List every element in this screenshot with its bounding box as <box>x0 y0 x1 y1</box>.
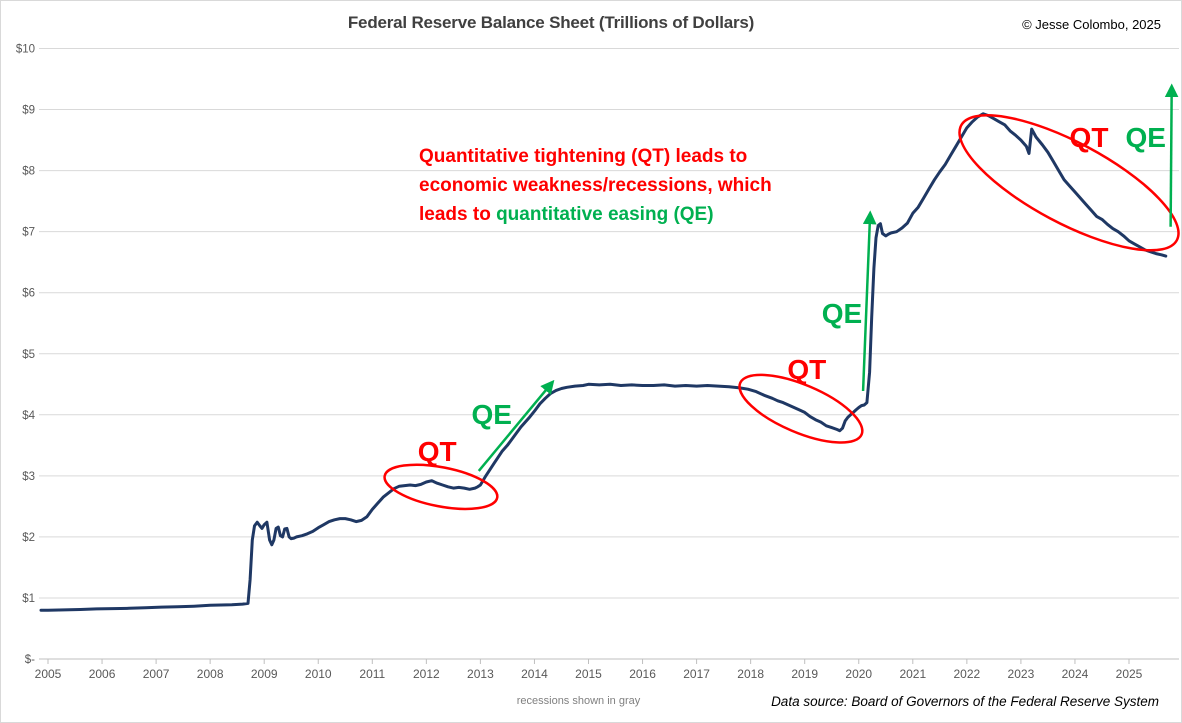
annotation-line-1: Quantitative tightening (QT) leads to <box>419 146 748 167</box>
x-axis-label-2021: 2021 <box>899 667 926 681</box>
x-axis-label-2007: 2007 <box>143 667 170 681</box>
x-axis-label-2005: 2005 <box>35 667 62 681</box>
qt-label-3: QT <box>1070 122 1109 153</box>
x-axis-label-2008: 2008 <box>197 667 224 681</box>
y-axis-label-5: $5 <box>22 349 35 361</box>
qe-arrow-1 <box>477 379 555 472</box>
x-axis-label-2010: 2010 <box>305 667 332 681</box>
qe-arrow-3 <box>1164 83 1179 227</box>
x-axis-label-2025: 2025 <box>1116 667 1143 681</box>
data-source-note: Data source: Board of Governors of the F… <box>771 694 1159 709</box>
y-axis-label-6: $6 <box>22 288 35 300</box>
x-axis-label-2023: 2023 <box>1008 667 1035 681</box>
x-axis-label-2006: 2006 <box>89 667 116 681</box>
annotation-line-2: economic weakness/recessions, which <box>419 175 772 196</box>
qt-label-2: QT <box>787 354 826 385</box>
y-axis-label-10: $10 <box>16 44 35 56</box>
y-axis-label-7: $7 <box>22 227 35 239</box>
x-axis-label-2024: 2024 <box>1062 667 1089 681</box>
qt-qe-annotation-text: Quantitative tightening (QT) leads to ec… <box>419 142 772 229</box>
x-axis-label-2012: 2012 <box>413 667 440 681</box>
y-axis-label-2: $2 <box>22 532 35 544</box>
chart-title: Federal Reserve Balance Sheet (Trillions… <box>347 13 755 32</box>
fed-balance-sheet-series <box>39 112 1168 612</box>
copyright-note: © Jesse Colombo, 2025 <box>1022 17 1161 32</box>
annotation-line-3-green: quantitative easing (QE) <box>496 204 714 225</box>
qe-label-2: QE <box>822 298 862 329</box>
y-axis-label-9: $9 <box>22 105 35 117</box>
x-axis-label-2014: 2014 <box>521 667 548 681</box>
x-axis-label-2016: 2016 <box>629 667 656 681</box>
x-axis-label-2009: 2009 <box>251 667 278 681</box>
qt-ellipse-3 <box>958 114 1180 252</box>
y-axis-label-8: $8 <box>22 166 35 178</box>
y-axis-label-4: $4 <box>22 410 35 422</box>
qe-label-1: QE <box>472 399 512 430</box>
x-axis-label-2013: 2013 <box>467 667 494 681</box>
qe-arrow-2 <box>861 210 877 392</box>
qt-ellipse-1 <box>383 463 499 511</box>
x-axis-label-2020: 2020 <box>845 667 872 681</box>
x-axis-label-2011: 2011 <box>359 667 385 681</box>
x-axis-label-2015: 2015 <box>575 667 602 681</box>
y-axis-label-1: $1 <box>22 593 35 605</box>
x-axis-label-2019: 2019 <box>791 667 818 681</box>
qt-ellipse-2 <box>738 373 864 444</box>
recessions-note: recessions shown in gray <box>516 695 641 707</box>
x-axis-label-2022: 2022 <box>953 667 980 681</box>
annotation-line-3-red: leads to <box>419 204 497 225</box>
x-axis-label-2017: 2017 <box>683 667 710 681</box>
y-axis-label-0: $- <box>25 654 35 666</box>
y-axis-label-3: $3 <box>22 471 35 483</box>
x-axis-label-2018: 2018 <box>737 667 764 681</box>
qe-label-3: QE <box>1126 122 1166 153</box>
qt-label-1: QT <box>418 436 457 467</box>
